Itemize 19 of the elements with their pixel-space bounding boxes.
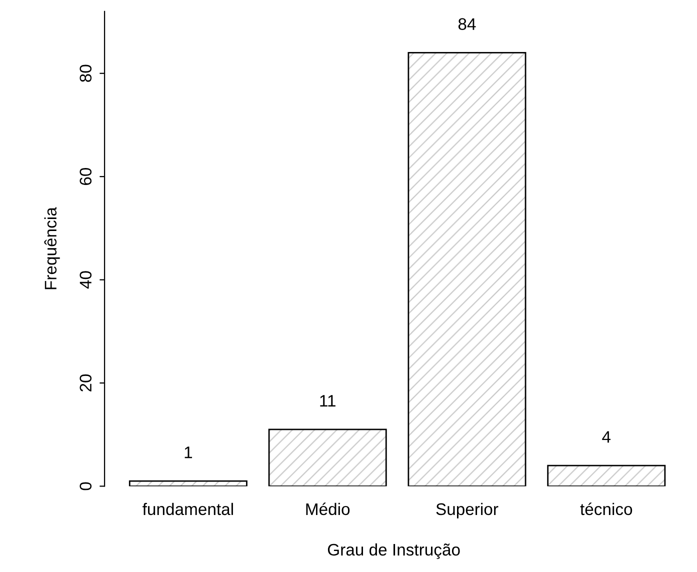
x-tick-label: Médio [306,502,350,516]
y-axis-title: Frequência [44,207,60,290]
x-tick-label: Superior [436,502,498,518]
data-label: 4 [602,431,611,443]
y-tick-label: 60 [80,168,92,185]
data-label: 84 [458,18,476,30]
y-tick-label: 40 [80,271,92,289]
bar [408,52,526,486]
bar [547,464,666,486]
bar [268,428,387,486]
y-tick-label: 20 [80,374,92,392]
x-tick-label: fundamental [142,502,233,516]
y-tick-label: 0 [80,482,92,490]
data-label: 1 [184,446,192,458]
bar [128,480,248,486]
x-tick-label: técnico [580,502,632,516]
y-tick-label: 80 [80,64,92,82]
x-axis-title: Grau de Instrução [328,543,460,560]
data-label: 11 [320,395,336,407]
